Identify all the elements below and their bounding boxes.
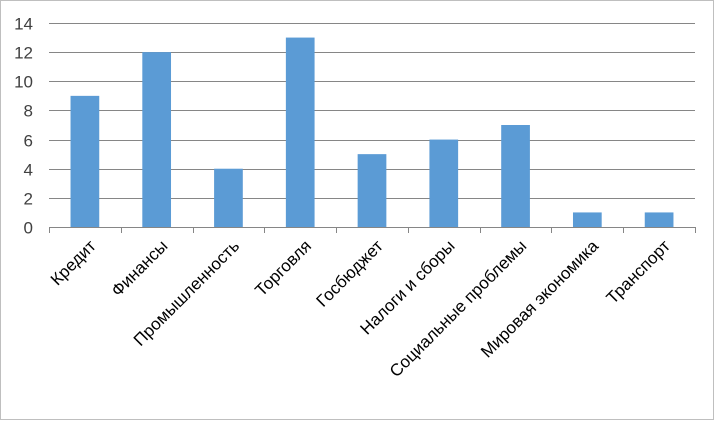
bar (142, 52, 172, 228)
y-tick-label: 6 (24, 132, 33, 151)
bar (429, 139, 459, 227)
category-label: Мировая экономика (477, 236, 602, 361)
bars (70, 37, 674, 228)
bar (644, 212, 674, 227)
bar (214, 168, 243, 227)
y-tick-label: 12 (14, 44, 33, 63)
y-tick-label: 2 (24, 190, 33, 209)
bar (357, 154, 387, 227)
y-tick-label: 4 (24, 161, 33, 180)
axes (49, 227, 696, 233)
category-label: Транспорт (603, 236, 674, 307)
bar (501, 125, 530, 227)
category-label: Финансы (108, 236, 172, 300)
y-tick-label: 10 (14, 73, 33, 92)
category-label: Торговля (251, 236, 315, 300)
bar (70, 95, 100, 227)
category-label: Госбюджет (313, 236, 387, 310)
bar (285, 37, 315, 228)
y-tick-label: 14 (14, 15, 33, 34)
category-label: Социальные проблемы (386, 236, 531, 381)
y-tick-label: 8 (24, 102, 33, 121)
category-label: Кредит (47, 236, 100, 289)
y-axis-tick-labels: 0 2 4 6 8 10 12 14 (14, 15, 33, 238)
y-tick-label: 0 (24, 219, 33, 238)
bar (572, 212, 602, 227)
